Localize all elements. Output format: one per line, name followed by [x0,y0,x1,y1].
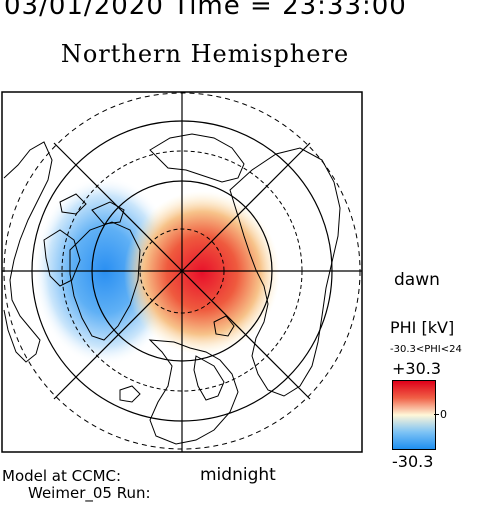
coastline-siberia [229,147,341,397]
coastline-svalbard [213,315,235,337]
coastline-europe [148,339,239,445]
colorbar-range-text: -30.3<PHI<24 [390,344,462,355]
coastline-greenland [69,221,141,341]
coastline-north-america [3,141,53,363]
colorbar-zero-tick [434,414,439,415]
coastline-alaska [149,133,245,183]
colorbar-max-label: +30.3 [392,359,442,378]
colorbar [392,380,436,450]
positive-potential-cell [124,191,280,355]
colorbar-variable-label: PHI [kV] [390,318,455,337]
colorbar-mid-label: 0 [440,408,447,421]
coastline-scandinavia [193,355,225,401]
plot-title: Northern Hemisphere [60,40,350,68]
date-time-header: 03/01/2020 Time = 23:33:00 [4,0,407,21]
model-credit-line: Model at CCMC: [2,467,122,485]
colorbar-min-label: -30.3 [392,452,434,471]
midnight-label: midnight [200,465,276,485]
polar-potential-map [1,91,363,453]
coastline-iceland [119,385,141,403]
dawn-label: dawn [394,270,440,290]
model-run-line: Weimer_05 Run: [28,484,151,502]
coastline-arctic-islands [59,193,125,225]
coastline-hudson-bay [43,229,81,287]
